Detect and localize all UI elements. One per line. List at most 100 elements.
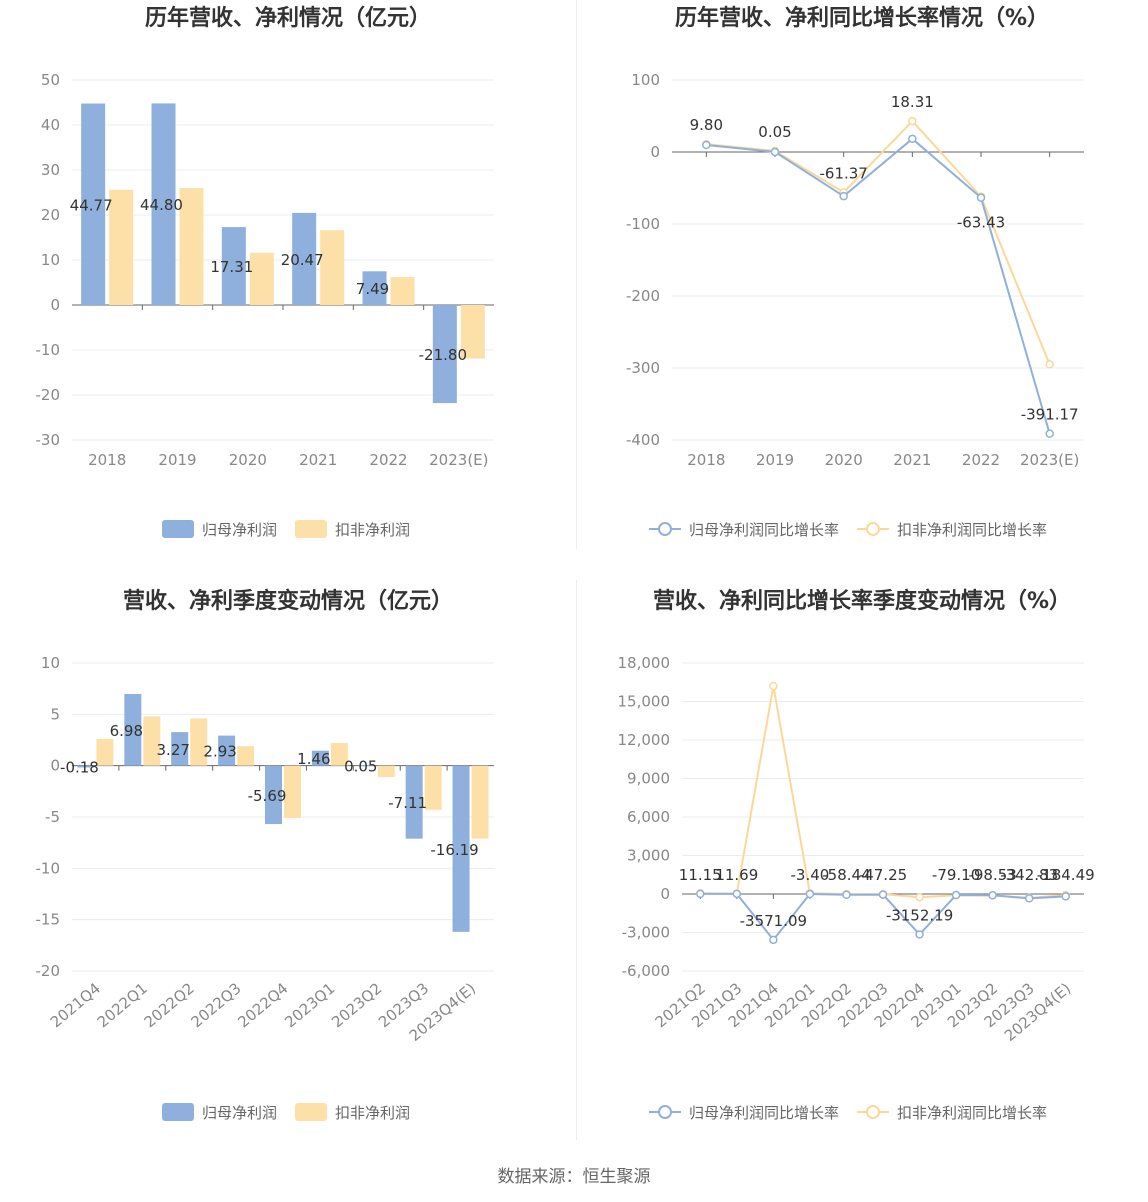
x-tick-label: 2018 [88,451,126,469]
series-point [732,889,742,899]
legend-label: 归母净利润 [202,1104,277,1122]
legend-swatch [162,520,194,538]
x-tick-label: 2023Q1 [281,979,338,1031]
y-tick-label: 10 [41,654,60,672]
legend-label: 归母净利润同比增长率 [689,1104,839,1122]
series-point [908,116,917,126]
series-point [839,191,848,201]
x-tick-label: 2020 [825,451,863,469]
series-line-deducted-growth [706,119,1051,365]
data-label: 17.31 [210,258,253,276]
y-tick-label: -10 [36,859,61,877]
data-label: -3571.09 [740,912,807,930]
series-point [702,140,711,150]
x-tick-label: 2023(E) [429,451,488,469]
legend-item-parent: 归母净利润 [162,520,277,539]
data-label: -63.43 [957,214,1005,232]
bar-deducted-net-profit [143,716,161,766]
bar-deducted-net-profit [330,743,348,766]
series-point [976,193,986,202]
data-label: -7.11 [388,794,427,812]
data-label: 0.05 [758,123,791,141]
y-tick-label: 18,000 [618,654,671,672]
x-tick-label: 2023(E) [1020,451,1079,469]
bar-parent-net-profit [292,212,317,305]
data-label: -3.40 [791,866,830,884]
chart-quarterly-profit-svg: 营收、净利季度变动情况（亿元）1050-5-10-15-202021Q42022… [36,588,494,1122]
data-label: 44.80 [140,196,183,214]
y-tick-label: 30 [41,161,60,179]
x-tick-label: 2020 [229,451,267,469]
data-label: 44.77 [70,196,113,214]
chart-quarterly-growth-svg: 营收、净利同比增长率季度变动情况（%） 18,000 15,000 12,000 9,0… [618,588,1095,1122]
series-point [1045,429,1054,438]
series-point [696,889,705,899]
x-tick-label: 2022Q3 [188,979,245,1031]
bar-deducted-net-profit [237,746,255,766]
data-label: -47.25 [859,866,907,884]
bar-deducted-net-profit [377,765,395,777]
chart-title: 历年营收、净利同比增长率情况（%） [675,5,1049,31]
series-point [951,890,961,900]
y-tick-label: -3,000 [622,924,670,942]
chart-title: 历年营收、净利情况（亿元） [145,5,431,31]
bar-parent-net-profit [358,765,376,767]
y-tick-label: -200 [626,287,660,305]
legend-marker [866,1105,880,1119]
y-tick-label: 5 [50,705,60,723]
y-tick-label: 0 [660,885,670,903]
legend-item-deducted: 扣非净利润同比增长率 [857,521,1047,539]
data-label: -58.44 [822,866,870,884]
chart-annual-profit: 历年营收、净利情况（亿元） 50 40 30 20 10 0 -10 -20 -30 2018 201… [0,0,576,560]
x-tick-label: 2018 [687,451,725,469]
bar-deducted-net-profit [179,188,204,305]
y-tick-label: -20 [36,962,61,980]
bar-parent-net-profit [311,750,329,766]
legend-label: 扣非净利润 [335,521,410,539]
x-tick-label: 2022 [962,451,1000,469]
data-label: -184.49 [1037,866,1095,884]
data-label: 0.05 [344,757,377,775]
y-tick-label: 12,000 [618,731,671,749]
legend-label: 扣非净利润同比增长率 [897,1104,1047,1122]
legend-marker [658,522,672,536]
bar-parent-net-profit [221,227,246,305]
bar-parent-net-profit [77,765,95,768]
y-tick-label: 0 [50,296,60,314]
y-tick-label: 15,000 [618,693,671,711]
series-point [1024,894,1034,903]
legend-item-parent: 归母净利润同比增长率 [649,521,839,539]
bar-deducted-net-profit [460,305,485,359]
bar-parent-net-profit [81,103,106,305]
y-tick-label: 20 [41,206,60,224]
chart-title: 营收、净利季度变动情况（亿元） [123,588,453,614]
y-tick-label: -5 [45,808,60,826]
data-label: 2.93 [203,743,236,761]
data-label: 3.27 [157,741,190,759]
x-tick-label: 2021 [893,451,931,469]
y-tick-label: -10 [36,341,61,359]
chart-quarterly-growth: 营收、净利同比增长率季度变动情况（%） 18,000 15,000 12,000 9,0… [576,580,1148,1150]
bar-deducted-net-profit [320,230,345,305]
bar-deducted-net-profit [390,277,415,305]
series-point [770,147,780,157]
legend-marker [866,522,880,536]
series-point [805,889,815,899]
x-tick-label: 2021 [299,451,337,469]
x-tick-label: 2023Q2 [328,979,385,1031]
legend-label: 归母净利润同比增长率 [689,521,839,539]
bar-parent-net-profit [171,732,189,766]
y-tick-label: 10 [41,251,60,269]
data-label: -0.18 [60,759,99,777]
y-tick-label: -400 [626,431,660,449]
bar-parent-net-profit [432,305,457,404]
data-label: -21.80 [419,346,467,364]
legend-swatch [295,520,327,538]
data-label: -79.10 [932,866,980,884]
bar-parent-net-profit [405,765,423,839]
x-tick-label: 2022Q2 [141,979,198,1031]
chart-title: 营收、净利同比增长率季度变动情况（%） [653,588,1071,614]
data-label: -61.37 [819,164,867,182]
bar-parent-net-profit [362,271,387,305]
y-tick-label: -300 [626,359,660,377]
